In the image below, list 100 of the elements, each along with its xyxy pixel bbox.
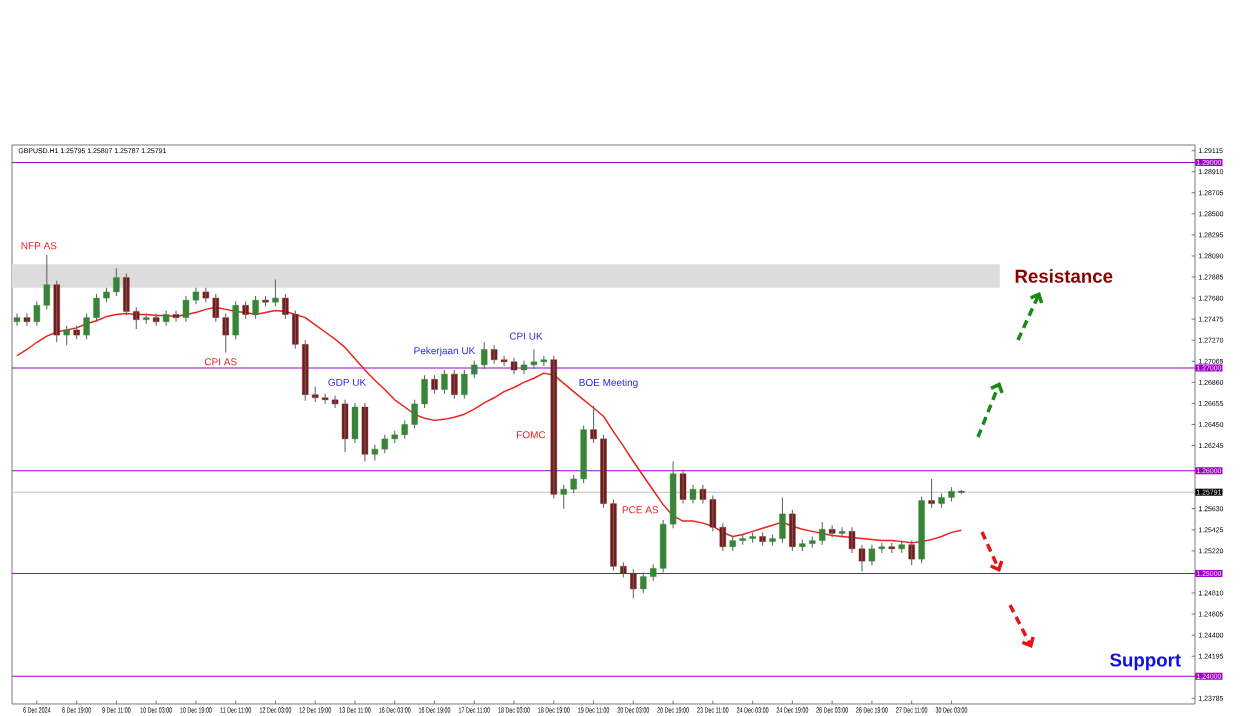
annotation: CPI UK	[509, 332, 543, 340]
annotation: NFP AS	[21, 242, 57, 250]
candlestick	[123, 272, 130, 317]
candlestick	[530, 348, 538, 370]
candlestick	[182, 295, 190, 323]
candlestick	[789, 509, 796, 552]
candlestick	[809, 535, 816, 549]
candlestick	[918, 495, 925, 564]
candlestick	[640, 571, 647, 594]
candlestick	[938, 492, 945, 509]
candlestick	[103, 287, 110, 303]
candlestick	[73, 325, 80, 340]
candlestick	[172, 309, 180, 323]
candlestick	[679, 469, 687, 505]
annotation: Pekerjaan UK	[414, 346, 476, 357]
annotation: GDP UK	[328, 378, 367, 386]
candlestick	[162, 309, 170, 327]
candlestick	[252, 295, 259, 320]
annotation: FOMC	[517, 431, 546, 439]
candlestick	[242, 300, 249, 320]
candlestick	[749, 531, 756, 544]
candlestick	[431, 374, 438, 395]
candlestick	[580, 424, 587, 484]
candlestick	[202, 287, 210, 303]
candlestick	[83, 312, 90, 340]
candlestick	[958, 489, 965, 495]
candlestick	[878, 542, 886, 554]
candlestick	[520, 360, 528, 375]
candlestick	[719, 522, 726, 552]
candlestick	[302, 339, 309, 402]
candlestick	[133, 306, 140, 330]
candlestick	[620, 561, 627, 579]
candlestick	[381, 434, 388, 454]
annotation: BOE Meeting	[579, 378, 638, 389]
candlestick	[570, 474, 577, 494]
candlestick	[13, 312, 21, 327]
candlestick	[799, 539, 806, 552]
candlestick	[669, 460, 677, 529]
candlestick	[152, 312, 160, 327]
candlestick	[481, 341, 488, 370]
candlestick	[441, 369, 448, 395]
candlestick	[630, 568, 637, 599]
candlestick	[411, 399, 418, 430]
candlestick	[729, 535, 736, 552]
candlestick	[819, 521, 826, 546]
candlestick	[828, 524, 836, 539]
candlestick	[451, 369, 458, 400]
candlestick	[600, 434, 607, 509]
candlestick	[321, 393, 329, 405]
annotation: CPI AS	[204, 358, 237, 366]
text: Support	[1110, 653, 1181, 671]
candlestick	[779, 496, 786, 544]
candlestick	[361, 402, 369, 463]
candlestick	[550, 355, 557, 500]
candlestick	[540, 355, 548, 367]
band-label: Resistance	[1015, 269, 1113, 283]
candlestick	[838, 526, 846, 539]
candlestick	[212, 293, 219, 323]
candlestick	[908, 540, 915, 566]
candlestick	[590, 405, 597, 444]
candlestick	[262, 295, 269, 307]
candlestick	[659, 519, 667, 573]
candlestick	[868, 544, 876, 566]
candlestick	[500, 355, 508, 367]
candlestick	[858, 544, 866, 572]
candlestick	[43, 254, 50, 310]
candlestick	[650, 563, 657, 582]
candlestick	[391, 430, 398, 444]
candlestick	[928, 478, 935, 509]
annotation: PCE AS	[622, 506, 659, 514]
candlestick	[232, 300, 239, 340]
candlestick	[689, 484, 697, 505]
candlestick	[341, 399, 349, 453]
candlestick	[610, 498, 617, 571]
candlestick	[282, 293, 289, 320]
candlestick	[461, 369, 468, 400]
candlestick	[401, 419, 408, 440]
candlestick	[898, 540, 905, 554]
candlestick	[192, 287, 200, 305]
candlestick	[371, 444, 379, 461]
candlestick	[113, 267, 120, 297]
candlestick	[739, 533, 746, 546]
candlestick	[888, 542, 895, 554]
candlestick	[560, 484, 567, 510]
candlestick	[312, 385, 319, 403]
candlestick	[699, 484, 707, 505]
candlestick	[490, 344, 498, 365]
candlestick	[53, 280, 60, 343]
candlestick	[421, 374, 428, 409]
candlestick	[23, 312, 31, 327]
candlestick	[63, 325, 70, 346]
candlestick	[331, 395, 339, 409]
candlestick	[222, 312, 229, 354]
candlestick	[272, 279, 279, 307]
candlestick	[759, 531, 766, 547]
candlestick	[769, 533, 776, 547]
candlestick	[351, 402, 359, 444]
candlestick	[948, 486, 955, 503]
candlestick	[848, 526, 856, 554]
candlestick	[510, 357, 518, 375]
